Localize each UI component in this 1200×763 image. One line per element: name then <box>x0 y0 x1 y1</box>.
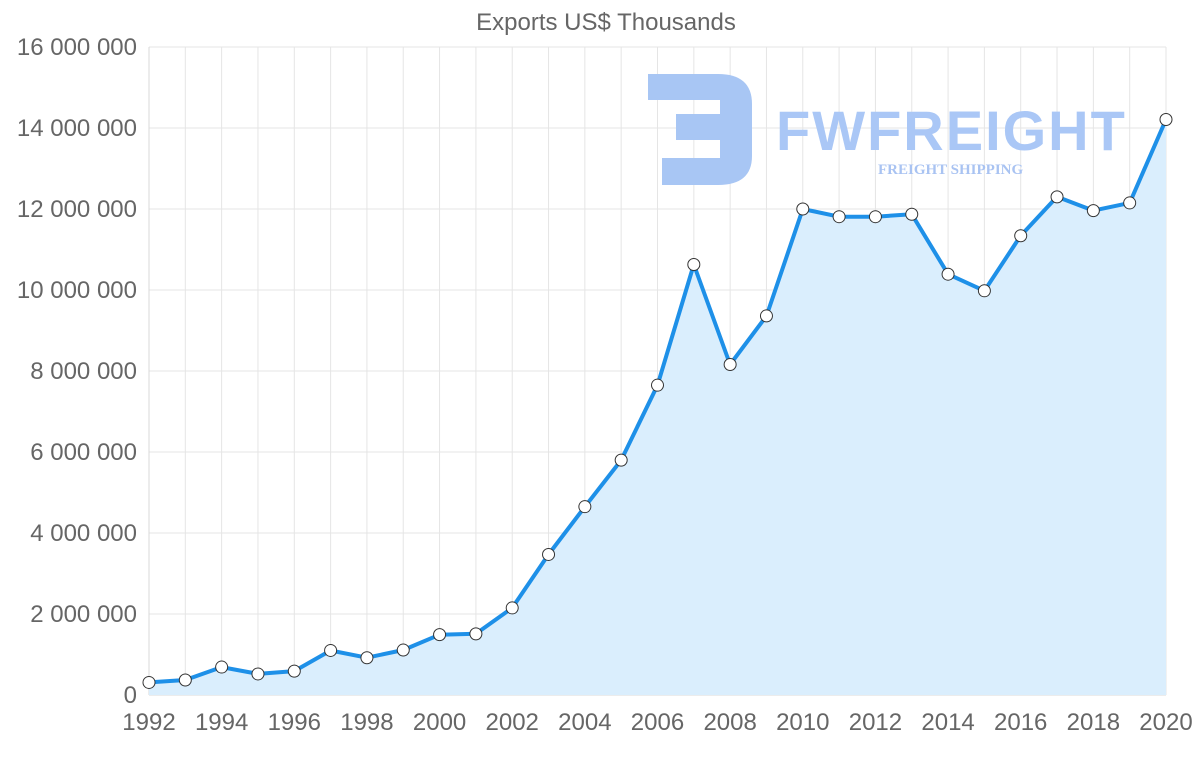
points-layer <box>142 112 1173 689</box>
y-tick-label: 14 000 000 <box>17 115 137 142</box>
data-point-2003[interactable] <box>542 547 556 561</box>
data-point-2001[interactable] <box>469 627 483 641</box>
series-area <box>149 119 1166 695</box>
x-tick-label: 2012 <box>849 709 902 736</box>
watermark-logo-icon <box>648 74 752 185</box>
data-point-1994[interactable] <box>215 660 229 674</box>
y-tick-label: 12 000 000 <box>17 196 137 223</box>
watermark-brand: FWFREIGHT <box>776 99 1127 162</box>
data-point-2015[interactable] <box>977 284 991 298</box>
area-layer <box>149 119 1166 695</box>
y-tick-label: 4 000 000 <box>30 520 137 547</box>
watermark: FWFREIGHT FREIGHT SHIPPING <box>648 74 1127 185</box>
x-tick-label: 2002 <box>486 709 539 736</box>
y-tick-label: 0 <box>124 682 137 709</box>
data-point-1999[interactable] <box>396 643 410 657</box>
x-tick-label: 1994 <box>195 709 248 736</box>
x-tick-label: 2008 <box>703 709 756 736</box>
x-tick-label: 2004 <box>558 709 611 736</box>
data-point-2013[interactable] <box>905 207 919 221</box>
data-point-2012[interactable] <box>868 210 882 224</box>
data-point-2010[interactable] <box>796 202 810 216</box>
x-tick-label: 1998 <box>340 709 393 736</box>
y-axis-ticks: 0 2 000 000 4 000 000 6 000 000 8 000 000 10 … <box>17 34 137 709</box>
x-tick-label: 2020 <box>1139 709 1192 736</box>
data-point-2019[interactable] <box>1123 196 1137 210</box>
data-point-2020[interactable] <box>1159 112 1173 126</box>
y-tick-label: 2 000 000 <box>30 601 137 628</box>
x-tick-label: 2000 <box>413 709 466 736</box>
x-tick-label: 2014 <box>921 709 974 736</box>
y-tick-label: 16 000 000 <box>17 34 137 61</box>
data-point-1993[interactable] <box>178 673 192 687</box>
data-point-2014[interactable] <box>941 267 955 281</box>
data-point-2006[interactable] <box>651 378 664 392</box>
data-point-2016[interactable] <box>1014 229 1028 243</box>
x-tick-label: 2018 <box>1067 709 1120 736</box>
data-point-2018[interactable] <box>1086 204 1100 218</box>
x-tick-label: 2006 <box>631 709 684 736</box>
data-point-2007[interactable] <box>687 257 701 271</box>
x-axis-ticks: 1992 1994 1996 1998 2000 2002 2004 2006 2008 2010… <box>122 709 1192 736</box>
data-point-2005[interactable] <box>614 453 628 467</box>
data-point-2004[interactable] <box>578 500 592 514</box>
data-point-2000[interactable] <box>433 628 447 642</box>
x-tick-label: 2010 <box>776 709 829 736</box>
data-point-1992[interactable] <box>142 675 156 689</box>
x-tick-label: 2016 <box>994 709 1047 736</box>
data-point-1996[interactable] <box>287 664 301 678</box>
watermark-tagline: FREIGHT SHIPPING <box>878 162 1023 178</box>
data-point-2009[interactable] <box>759 309 773 323</box>
y-tick-label: 10 000 000 <box>17 277 137 304</box>
data-point-2017[interactable] <box>1050 190 1064 204</box>
x-tick-label: 1992 <box>122 709 175 736</box>
y-tick-label: 6 000 000 <box>30 439 137 466</box>
y-tick-label: 8 000 000 <box>30 358 137 385</box>
x-tick-label: 1996 <box>268 709 321 736</box>
data-point-1995[interactable] <box>251 667 265 681</box>
data-point-2011[interactable] <box>832 210 846 224</box>
data-point-2008[interactable] <box>723 358 737 372</box>
data-point-2002[interactable] <box>505 601 519 615</box>
data-point-1998[interactable] <box>360 651 374 665</box>
data-point-1997[interactable] <box>324 643 338 657</box>
chart-title: Exports US$ Thousands <box>476 9 736 36</box>
